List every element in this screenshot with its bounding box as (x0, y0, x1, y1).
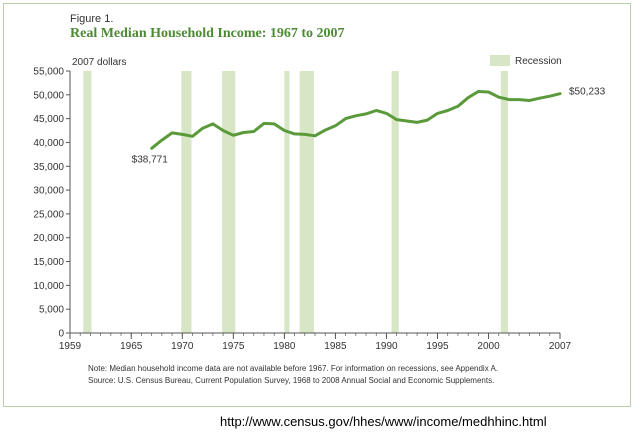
recession-band (181, 71, 192, 333)
figure-label: Figure 1. (70, 13, 114, 25)
y-tick-label: 55,000 (33, 67, 64, 78)
x-tick-label: 2007 (549, 341, 572, 352)
y-tick-label: 40,000 (33, 138, 64, 149)
x-tick-label: 1970 (171, 341, 194, 352)
x-tick-label: 1990 (375, 341, 398, 352)
y-tick-label: 30,000 (33, 186, 64, 197)
y-tick-label: 35,000 (33, 162, 64, 173)
x-tick-label: 1980 (273, 341, 296, 352)
recession-band (222, 71, 236, 333)
x-tick-label: 1965 (120, 341, 143, 352)
x-tick-label: 2000 (477, 341, 500, 352)
data-label: $50,233 (569, 87, 606, 98)
y-tick-label: 15,000 (33, 257, 64, 268)
chart-source: Source: U.S. Census Bureau, Current Popu… (88, 376, 495, 385)
y-tick-label: 45,000 (33, 114, 64, 125)
y-tick-label: 0 (58, 329, 64, 340)
figure-frame (3, 3, 631, 407)
recession-band (83, 71, 92, 333)
chart-title: Real Median Household Income: 1967 to 20… (70, 26, 345, 41)
y-tick-label: 20,000 (33, 233, 64, 244)
x-tick-label: 1995 (426, 341, 449, 352)
recession-band (299, 71, 314, 333)
y-tick-label: 5,000 (39, 305, 64, 316)
y-tick-label: 10,000 (33, 281, 64, 292)
series-line (150, 90, 562, 150)
y-axis-label: 2007 dollars (72, 57, 126, 68)
chart-axes: 0 5,000 10,000 15,000 20,000 25,000 30,000 35,0… (33, 67, 571, 353)
y-tick-label: 25,000 (33, 209, 64, 220)
y-tick-label: 50,000 (33, 90, 64, 101)
legend-swatch (490, 55, 510, 66)
x-tick-label: 1975 (222, 341, 245, 352)
recession-band (284, 71, 290, 333)
chart-labels: 2007 dollars Recession $38,771 $50,233 (72, 55, 606, 165)
legend-label: Recession (515, 56, 562, 67)
chart-note: Note: Median household income data are n… (88, 364, 499, 373)
data-label: $38,771 (132, 154, 169, 165)
x-tick-label: 1959 (59, 341, 82, 352)
recession-band (500, 71, 508, 333)
chart-series (150, 90, 562, 150)
recession-band (391, 71, 399, 333)
source-url: http://www.census.gov/hhes/www/income/me… (220, 414, 547, 429)
x-tick-label: 1985 (324, 341, 347, 352)
